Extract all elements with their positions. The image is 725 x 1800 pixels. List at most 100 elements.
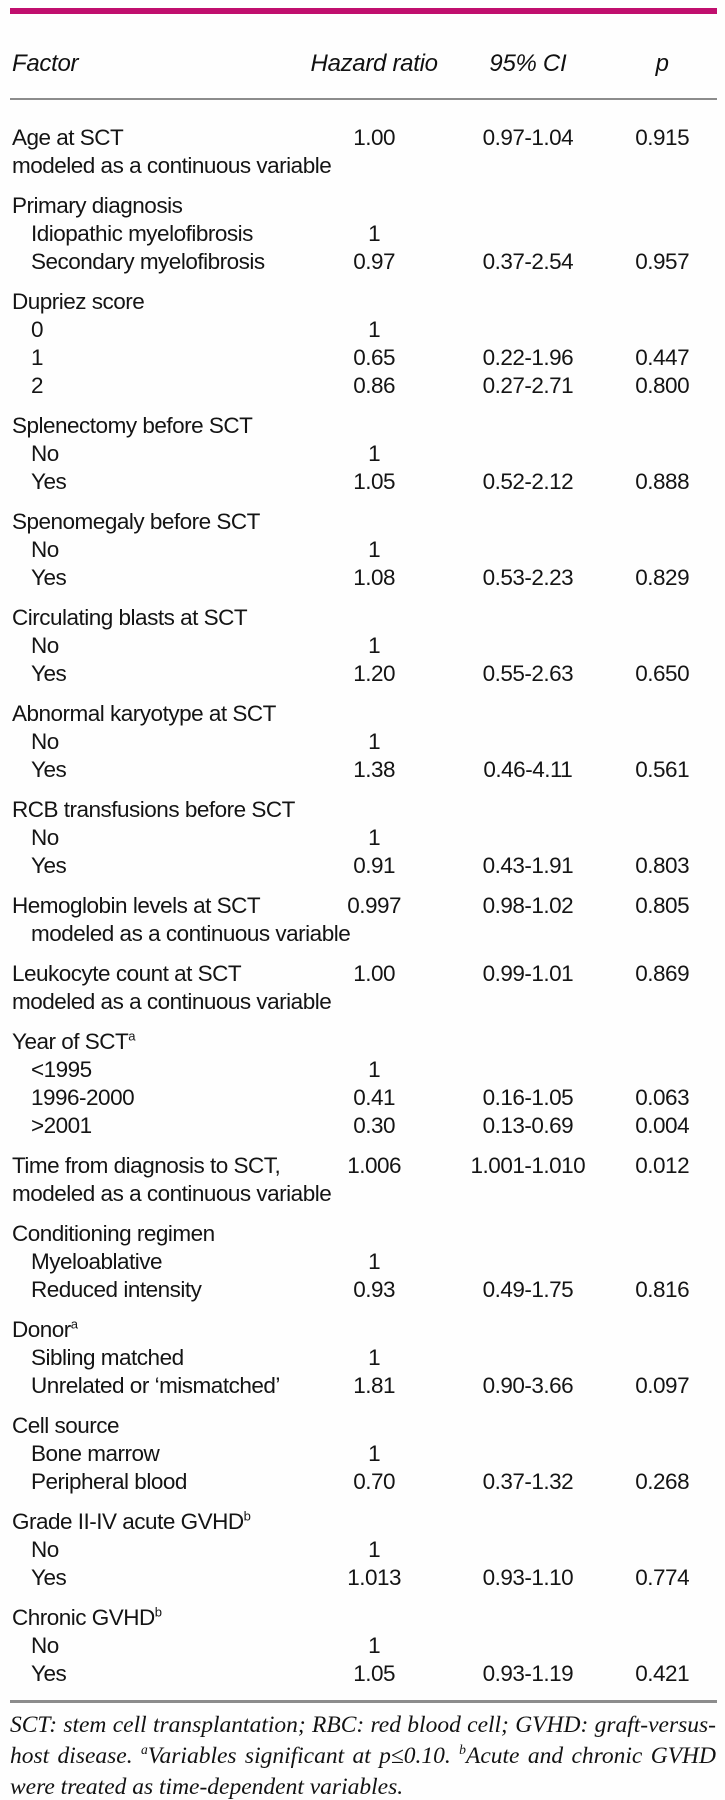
hazard-ratio-cell: 1: [368, 317, 381, 342]
table-row: Myeloablative 1: [10, 1248, 717, 1276]
table-row: No 1: [10, 440, 717, 468]
table-row: modeled as a continuous variable: [10, 152, 717, 180]
table-row: No 1: [10, 632, 717, 660]
hazard-ratio-cell: 0.70: [353, 1469, 395, 1494]
factor-cell: Yes: [31, 757, 67, 782]
hazard-ratio-cell: 1.00: [353, 961, 395, 986]
p-value-cell: [607, 400, 717, 440]
table-body: Age at SCT 1.00 0.97-1.04 0.915 modeled as a…: [10, 99, 717, 1688]
table-row: 1996-2000 0.41 0.16-1.05 0.063: [10, 1084, 717, 1112]
p-value-cell: [607, 1440, 717, 1468]
p-value-cell: [607, 1248, 717, 1276]
factor-cell: Leukocyte count at SCT: [12, 961, 242, 986]
table-row: Yes 1.20 0.55-2.63 0.650: [10, 660, 717, 688]
hazard-ratio-cell: 0.91: [353, 853, 395, 878]
table-row: Chronic GVHDb: [10, 1592, 717, 1632]
ci-cell: [448, 1496, 607, 1536]
hazard-ratio-cell: 1: [368, 537, 381, 562]
hazard-ratio-cell: [300, 1208, 448, 1248]
factor-cell: Dupriez score: [12, 289, 145, 314]
col-header-factor: Factor: [10, 14, 300, 100]
factor-cell: 1: [31, 345, 44, 370]
p-value-cell: 0.063: [635, 1085, 690, 1110]
p-value-cell: 0.915: [635, 125, 690, 150]
footnote-marker: a: [140, 1742, 148, 1758]
table-row: modeled as a continuous variable: [10, 1180, 717, 1208]
table-row: Peripheral blood 0.70 0.37-1.32 0.268: [10, 1468, 717, 1496]
hazard-ratio-cell: 1.81: [353, 1373, 395, 1398]
factor-cell: No: [31, 1537, 59, 1562]
ci-cell: 0.98-1.02: [482, 893, 574, 918]
table-row: Spenomegaly before SCT: [10, 496, 717, 536]
p-value-cell: [607, 592, 717, 632]
hazard-ratio-cell: [300, 784, 448, 824]
table-header: Factor Hazard ratio 95% CI p: [10, 14, 717, 100]
ci-cell: [448, 592, 607, 632]
hazard-ratio-cell: 1.20: [353, 661, 395, 686]
ci-cell: [448, 152, 607, 180]
table-row: No 1: [10, 824, 717, 852]
factor-cell: Hemoglobin levels at SCT: [12, 893, 261, 918]
hazard-ratio-cell: 1: [368, 1537, 381, 1562]
ci-cell: 0.97-1.04: [482, 125, 574, 150]
table-row: No 1: [10, 1536, 717, 1564]
factor-cell: RCB transfusions before SCT: [12, 797, 295, 822]
factor-cell: Unrelated or ‘mismatched’: [31, 1373, 280, 1398]
factor-cell: Peripheral blood: [31, 1469, 187, 1494]
hazard-ratio-cell: [300, 1016, 448, 1056]
table-row: Idiopathic myelofibrosis 1: [10, 220, 717, 248]
p-value-cell: [607, 1180, 717, 1208]
p-value-cell: 0.829: [635, 565, 690, 590]
ci-cell: [448, 988, 607, 1016]
hazard-ratio-cell: [300, 1304, 448, 1344]
hazard-ratio-table: Factor Hazard ratio 95% CI p Age at SCT 1…: [10, 14, 717, 1688]
factor-cell: Age at SCT: [12, 125, 124, 150]
ci-cell: 0.55-2.63: [482, 661, 574, 686]
table-row: Reduced intensity 0.93 0.49-1.75 0.816: [10, 1276, 717, 1304]
table-row: Yes 1.08 0.53-2.23 0.829: [10, 564, 717, 592]
hazard-ratio-cell: 1: [368, 1633, 381, 1658]
p-value-cell: [607, 1496, 717, 1536]
p-value-cell: [607, 316, 717, 344]
factor-cell: Cell source: [12, 1413, 120, 1438]
factor-cell: Yes: [31, 661, 67, 686]
ci-cell: [448, 180, 607, 220]
table-row: Grade II-IV acute GVHDb: [10, 1496, 717, 1536]
p-value-cell: [607, 152, 717, 180]
hazard-ratio-cell: 0.997: [347, 893, 401, 918]
p-value-cell: [607, 688, 717, 728]
factor-cell: Year of SCTa: [12, 1028, 136, 1054]
factor-cell: Donora: [12, 1316, 79, 1342]
ci-cell: 0.90-3.66: [482, 1373, 574, 1398]
table-row: No 1: [10, 1632, 717, 1660]
ci-cell: [448, 276, 607, 316]
table-row: No 1: [10, 536, 717, 564]
hazard-ratio-cell: 1.05: [353, 469, 395, 494]
hazard-ratio-cell: [300, 592, 448, 632]
factor-cell: Splenectomy before SCT: [12, 413, 253, 438]
p-value-cell: 0.774: [635, 1565, 690, 1590]
hazard-ratio-cell: 1: [368, 1345, 381, 1370]
ci-cell: [448, 1016, 607, 1056]
factor-cell: 0: [31, 317, 44, 342]
ci-cell: 0.13-0.69: [482, 1113, 574, 1138]
ci-cell: [448, 1632, 607, 1660]
p-value-cell: [607, 1208, 717, 1248]
p-value-cell: 0.097: [635, 1373, 690, 1398]
table-row: Primary diagnosis: [10, 180, 717, 220]
table-row: Donora: [10, 1304, 717, 1344]
p-value-cell: 0.421: [635, 1661, 690, 1686]
factor-cell: 1996-2000: [31, 1085, 135, 1110]
table-row: Sibling matched 1: [10, 1344, 717, 1372]
p-value-cell: 0.004: [635, 1113, 690, 1138]
table-row: Unrelated or ‘mismatched’ 1.81 0.90-3.66 0.…: [10, 1372, 717, 1400]
table-row: Cell source: [10, 1400, 717, 1440]
factor-cell: 2: [31, 373, 44, 398]
p-value-cell: [607, 1304, 717, 1344]
table-row: Abnormal karyotype at SCT: [10, 688, 717, 728]
p-value-cell: 0.803: [635, 853, 690, 878]
hazard-ratio-cell: [300, 496, 448, 536]
p-value-cell: [607, 1592, 717, 1632]
ci-cell: [448, 440, 607, 468]
